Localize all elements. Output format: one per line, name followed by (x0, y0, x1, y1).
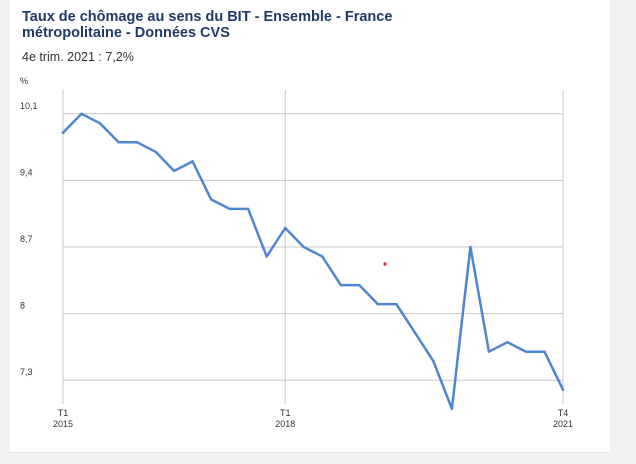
data-point (432, 359, 435, 363)
x-tick-label: 2021 (553, 419, 573, 429)
data-point (61, 131, 65, 135)
y-axis-unit: % (20, 76, 28, 86)
latest-value-label: 4e trim. 2021 : 7,2% (22, 50, 134, 64)
data-point (413, 331, 417, 334)
data-point (561, 388, 565, 391)
x-tick-label: T4 (558, 408, 569, 418)
data-point (339, 283, 342, 287)
data-point (321, 255, 324, 258)
data-point (80, 112, 83, 115)
data-point (524, 350, 528, 353)
data-point (191, 160, 194, 163)
data-point (376, 302, 380, 306)
data-point (487, 350, 491, 353)
x-tick-label: T1 (58, 408, 69, 418)
y-tick-label: 7,3 (20, 367, 33, 377)
data-point (358, 283, 361, 287)
x-tick-label: 2018 (275, 419, 295, 429)
series-line (61, 112, 565, 411)
chart-title: Taux de chômage au sens du BIT - Ensembl… (22, 9, 393, 41)
data-point (302, 245, 305, 249)
x-tick-label: T1 (280, 408, 291, 418)
data-point (543, 350, 546, 353)
horizontal-gridlines (63, 113, 563, 381)
data-point (172, 169, 176, 173)
page-scroll-area (610, 0, 636, 464)
data-point (265, 255, 268, 258)
data-point (284, 226, 287, 230)
data-point (98, 122, 102, 125)
data-point (506, 340, 509, 344)
data-point (469, 245, 472, 249)
annotation-dot (383, 262, 387, 266)
y-tick-label: 9,4 (20, 167, 33, 177)
data-point (450, 407, 454, 410)
y-tick-label: 8,7 (20, 234, 33, 244)
x-tick-label: 2015 (53, 419, 73, 429)
data-point (135, 141, 139, 144)
y-tick-labels: 10,1 9,4 8,7 8 7,3 (20, 101, 38, 377)
data-point (209, 198, 213, 201)
vertical-gridlines (62, 90, 564, 404)
y-tick-label: 10,1 (20, 101, 38, 111)
data-point (117, 141, 120, 144)
data-point (154, 150, 157, 154)
data-point (246, 207, 250, 211)
y-tick-label: 8 (20, 301, 25, 311)
data-point (395, 302, 398, 306)
series-points (61, 112, 565, 410)
chart-card: Taux de chômage au sens du BIT - Ensembl… (10, 0, 610, 453)
data-point (228, 207, 231, 211)
